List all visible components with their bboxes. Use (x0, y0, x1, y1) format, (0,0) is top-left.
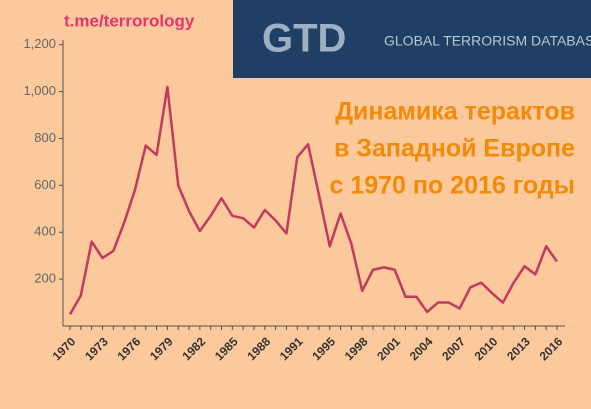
data-line (68, 85, 559, 315)
gtd-logo: GTD (262, 17, 346, 61)
chart-title: в Западной Европе (334, 135, 575, 163)
y-tick-label: 600 (34, 177, 56, 192)
y-tick-label: 1,000 (23, 83, 56, 98)
gtd-banner (233, 0, 591, 78)
gtd-name: GLOBAL TERRORISM DATABASE (384, 33, 591, 49)
chart-title: с 1970 по 2016 годы (329, 172, 575, 200)
channel-link: t.me/terrorology (64, 11, 195, 30)
y-tick-label: 1,200 (23, 36, 56, 51)
y-tick-label: 800 (34, 130, 56, 145)
y-tick-label: 400 (34, 224, 56, 239)
y-tick-label: 200 (34, 271, 56, 286)
chart-title: Динамика терактов (335, 98, 575, 126)
